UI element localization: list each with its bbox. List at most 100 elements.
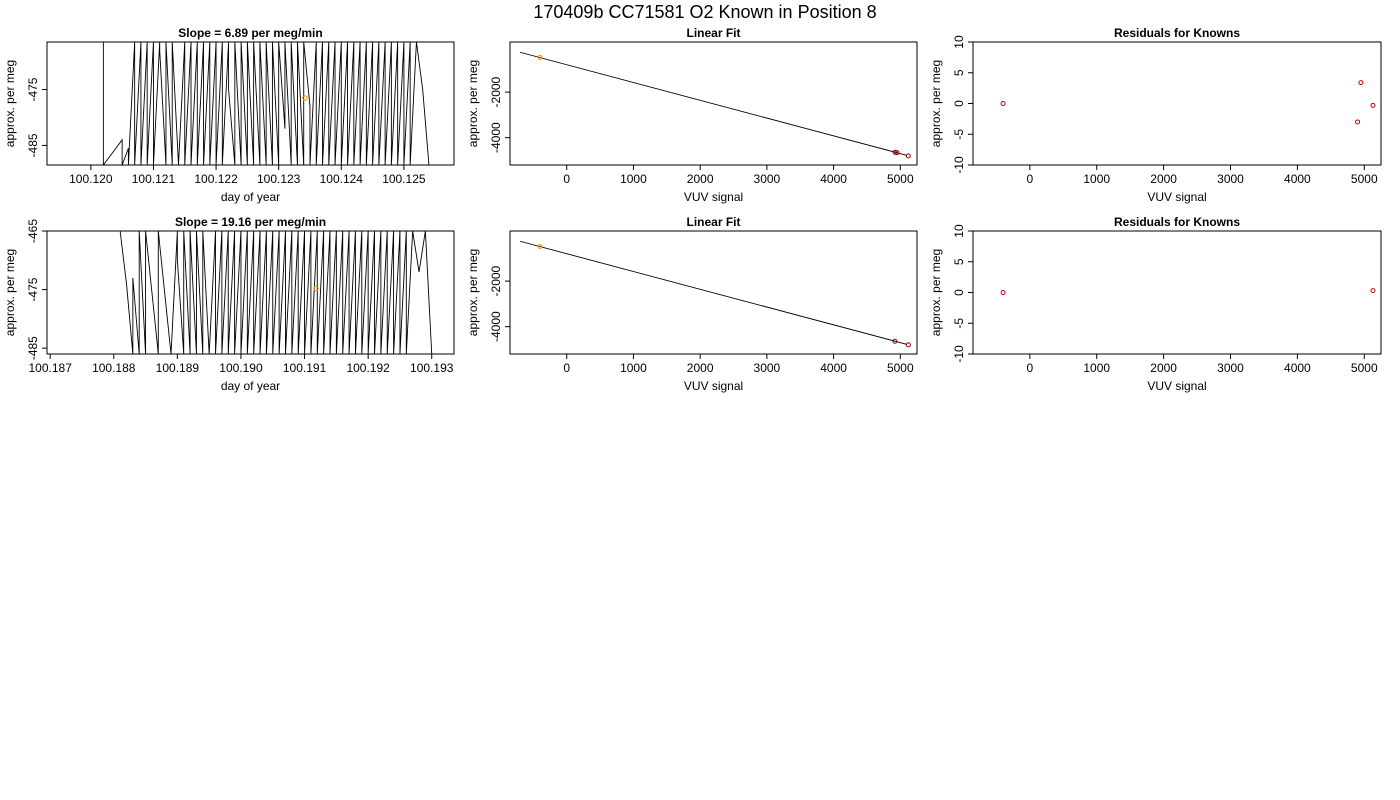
y-tick-label: 10 (952, 35, 966, 49)
plot-area (119, 231, 433, 354)
x-tick-label: 4000 (1284, 172, 1311, 186)
y-tick-label: -10 (952, 156, 966, 174)
x-tick-label: 5000 (887, 361, 914, 375)
plot-area (519, 240, 911, 348)
data-point (1000, 290, 1006, 295)
plot-area (519, 51, 911, 159)
highlight-point (313, 285, 319, 292)
data-point (892, 149, 898, 155)
y-axis-label: approx. per meg (466, 60, 480, 147)
data-point (1358, 80, 1364, 86)
x-tick-label: 100.123 (257, 172, 301, 186)
x-tick-label: 2000 (1150, 361, 1177, 375)
chart-panel-2: Linear Fit VUV signal approx. per meg 0 1000… (466, 26, 918, 204)
x-tick-label: 3000 (1217, 172, 1244, 186)
y-tick-label: -475 (26, 277, 40, 301)
plot-frame (972, 230, 1382, 355)
y-axis-label: approx. per meg (3, 60, 17, 147)
data-point (905, 153, 911, 159)
x-tick-label: 100.190 (219, 361, 263, 375)
fit-line (519, 240, 908, 345)
y-tick-label: 10 (952, 224, 966, 238)
x-axis-label: day of year (221, 379, 280, 393)
y-tick-label: 5 (952, 69, 966, 76)
x-tick-label: 3000 (754, 172, 781, 186)
chart-title: Residuals for Knowns (1114, 26, 1240, 40)
plot-frame (509, 41, 918, 166)
y-tick-label: -2000 (489, 265, 503, 296)
data-point (905, 342, 911, 348)
data-point (1000, 101, 1006, 106)
x-axis-label: VUV signal (684, 190, 743, 204)
chart-title: Slope = 19.16 per meg/min (175, 215, 326, 229)
y-tick-label: 0 (952, 100, 966, 107)
x-axis-label: VUV signal (1147, 379, 1206, 393)
chart-panel-4: Slope = 19.16 per meg/min day of year appr… (3, 215, 455, 393)
x-tick-label: 1000 (1083, 361, 1110, 375)
x-tick-label: 5000 (1351, 361, 1378, 375)
y-tick-label: -5 (952, 318, 966, 329)
x-tick-label: 100.192 (346, 361, 390, 375)
y-tick-label: -475 (26, 77, 40, 101)
y-tick-label: 0 (952, 289, 966, 296)
x-tick-label: 5000 (887, 172, 914, 186)
y-tick-label: -10 (952, 345, 966, 363)
main-title: 170409b CC71581 O2 Known in Position 8 (533, 2, 877, 22)
y-axis-label: approx. per meg (3, 249, 17, 336)
y-tick-label: -485 (26, 133, 40, 157)
plot-frame (509, 230, 918, 355)
y-tick-label: -4000 (489, 122, 503, 153)
x-tick-label: 100.121 (132, 172, 176, 186)
plot-frame (972, 41, 1382, 166)
x-tick-label: 2000 (1150, 172, 1177, 186)
chart-title: Linear Fit (686, 215, 740, 229)
x-axis-label: day of year (221, 190, 280, 204)
x-tick-label: 100.122 (194, 172, 238, 186)
x-axis-label: VUV signal (1147, 190, 1206, 204)
y-tick-label: -5 (952, 129, 966, 140)
y-axis-label: approx. per meg (929, 249, 943, 336)
x-tick-label: 1000 (620, 361, 647, 375)
data-point (537, 54, 543, 60)
x-tick-label: 4000 (1284, 361, 1311, 375)
y-tick-label: 5 (952, 258, 966, 265)
x-tick-label: 0 (563, 172, 570, 186)
x-tick-label: 100.125 (382, 172, 426, 186)
highlight-point (302, 95, 308, 101)
x-tick-label: 100.191 (283, 361, 327, 375)
x-tick-label: 3000 (754, 361, 781, 375)
data-point (1370, 102, 1376, 108)
x-tick-label: 4000 (820, 361, 847, 375)
x-tick-label: 4000 (820, 172, 847, 186)
chart-panel-3: Residuals for Knowns VUV signal approx. pe… (929, 26, 1382, 204)
x-tick-label: 2000 (687, 172, 714, 186)
x-tick-label: 1000 (620, 172, 647, 186)
data-point (1355, 119, 1361, 125)
chart-panel-6: Residuals for Knowns VUV signal approx. pe… (929, 215, 1382, 393)
chart-title: Slope = 6.89 per meg/min (178, 26, 322, 40)
x-axis-label: VUV signal (684, 379, 743, 393)
data-point (894, 150, 900, 156)
x-tick-label: 0 (1027, 172, 1034, 186)
plot-area (1000, 288, 1376, 295)
data-series-line (102, 42, 430, 165)
x-tick-label: 100.188 (92, 361, 136, 375)
data-point (537, 243, 543, 249)
x-tick-label: 3000 (1217, 361, 1244, 375)
y-tick-label: -2000 (489, 76, 503, 107)
plot-area (102, 42, 430, 165)
plot-frame (46, 41, 455, 166)
x-tick-label: 0 (1027, 361, 1034, 375)
chart-panel-5: Linear Fit VUV signal approx. per meg 0 1000… (466, 215, 918, 393)
y-tick-label: -4000 (489, 311, 503, 342)
data-point (1370, 288, 1376, 294)
chart-title: Residuals for Knowns (1114, 215, 1240, 229)
data-point (892, 338, 898, 344)
plot-frame (46, 230, 455, 355)
fit-line (519, 51, 908, 156)
y-axis-label: approx. per meg (466, 249, 480, 336)
x-tick-label: 100.189 (156, 361, 200, 375)
y-tick-label: -465 (26, 219, 40, 243)
x-tick-label: 1000 (1083, 172, 1110, 186)
